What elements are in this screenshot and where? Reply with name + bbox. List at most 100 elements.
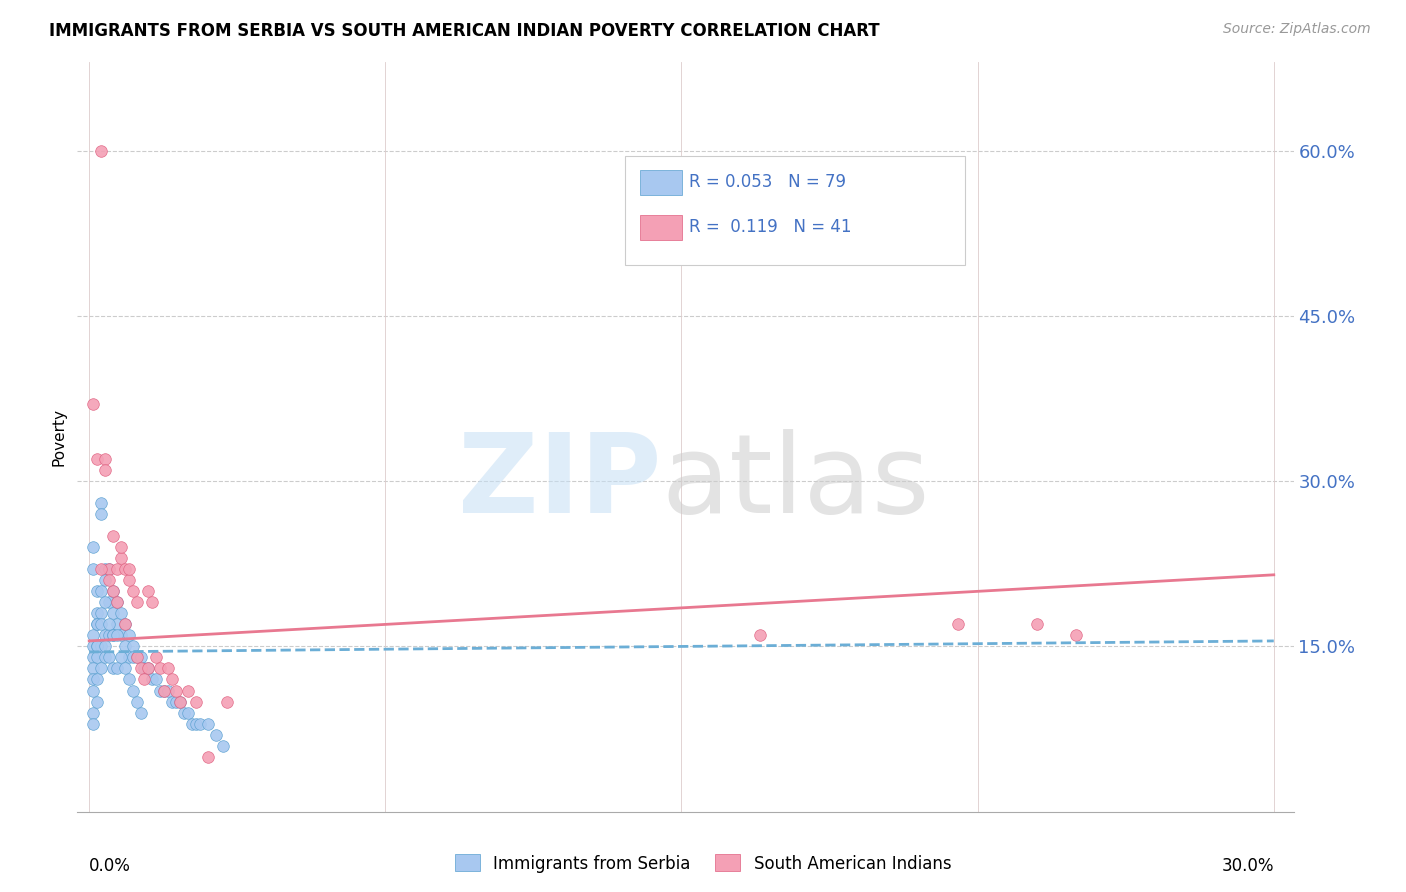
Point (114, 617, 136, 632)
Point (94, 595, 117, 609)
Point (125, 650, 148, 665)
Text: R =  0.119   N = 41: R = 0.119 N = 41 (689, 219, 852, 236)
Point (118, 628, 141, 642)
Point (82, 716, 104, 731)
Point (180, 716, 202, 731)
Point (157, 661, 180, 675)
FancyBboxPatch shape (624, 156, 965, 265)
Point (82, 640, 104, 654)
Point (138, 584, 160, 599)
Text: 30.0%: 30.0% (1222, 856, 1274, 875)
Point (101, 661, 124, 675)
Point (97, 650, 120, 665)
Point (134, 673, 156, 687)
Point (1025, 617, 1047, 632)
Point (94, 452, 117, 467)
Point (121, 584, 143, 599)
Point (118, 673, 141, 687)
Point (749, 628, 772, 642)
Point (86, 650, 108, 665)
Point (125, 650, 148, 665)
Point (90, 144, 112, 158)
Point (165, 694, 187, 708)
Point (165, 683, 187, 698)
Point (184, 694, 207, 708)
Point (141, 595, 163, 609)
Point (82, 562, 104, 576)
Point (177, 706, 200, 720)
Point (105, 661, 128, 675)
Point (82, 683, 104, 698)
Point (125, 694, 148, 708)
Point (94, 463, 117, 477)
Text: ZIP: ZIP (458, 428, 661, 535)
Point (94, 628, 117, 642)
Point (86, 617, 108, 632)
Point (138, 661, 160, 675)
Point (138, 661, 160, 675)
Point (86, 673, 108, 687)
Point (101, 628, 124, 642)
Point (197, 716, 219, 731)
Legend: Immigrants from Serbia, South American Indians: Immigrants from Serbia, South American I… (449, 847, 957, 880)
Point (105, 617, 128, 632)
Point (82, 541, 104, 555)
Point (105, 628, 128, 642)
Point (204, 728, 226, 742)
Point (90, 640, 112, 654)
Point (94, 574, 117, 588)
Point (97, 562, 120, 576)
Point (129, 661, 152, 675)
Point (105, 595, 128, 609)
Point (94, 562, 117, 576)
Point (145, 650, 167, 665)
Point (134, 661, 156, 675)
Point (149, 661, 172, 675)
Text: atlas: atlas (661, 428, 929, 535)
Point (97, 628, 120, 642)
Point (101, 607, 124, 621)
Point (114, 617, 136, 632)
Point (86, 640, 108, 654)
Point (94, 640, 117, 654)
FancyBboxPatch shape (640, 169, 682, 195)
FancyBboxPatch shape (640, 215, 682, 240)
Point (97, 574, 120, 588)
Point (110, 650, 132, 665)
Point (114, 640, 136, 654)
Point (157, 683, 180, 698)
Point (217, 694, 239, 708)
Point (145, 673, 167, 687)
Point (82, 650, 104, 665)
Point (149, 683, 172, 698)
Point (90, 584, 112, 599)
Point (82, 661, 104, 675)
Point (82, 673, 104, 687)
Point (114, 562, 136, 576)
Point (160, 673, 183, 687)
Point (105, 595, 128, 609)
Point (97, 562, 120, 576)
Point (86, 584, 108, 599)
Point (86, 617, 108, 632)
Text: R = 0.053   N = 79: R = 0.053 N = 79 (689, 173, 846, 191)
Point (141, 673, 163, 687)
Point (197, 749, 219, 764)
Point (110, 551, 132, 566)
Point (101, 529, 124, 543)
Point (82, 628, 104, 642)
Point (97, 617, 120, 632)
Point (184, 716, 207, 731)
Point (177, 683, 200, 698)
Point (105, 562, 128, 576)
Point (101, 584, 124, 599)
Point (86, 607, 108, 621)
Point (90, 562, 112, 576)
Point (82, 706, 104, 720)
Y-axis label: Poverty: Poverty (51, 408, 66, 467)
Point (90, 496, 112, 510)
Point (129, 650, 152, 665)
Point (121, 640, 143, 654)
Point (1066, 628, 1088, 642)
Point (110, 607, 132, 621)
